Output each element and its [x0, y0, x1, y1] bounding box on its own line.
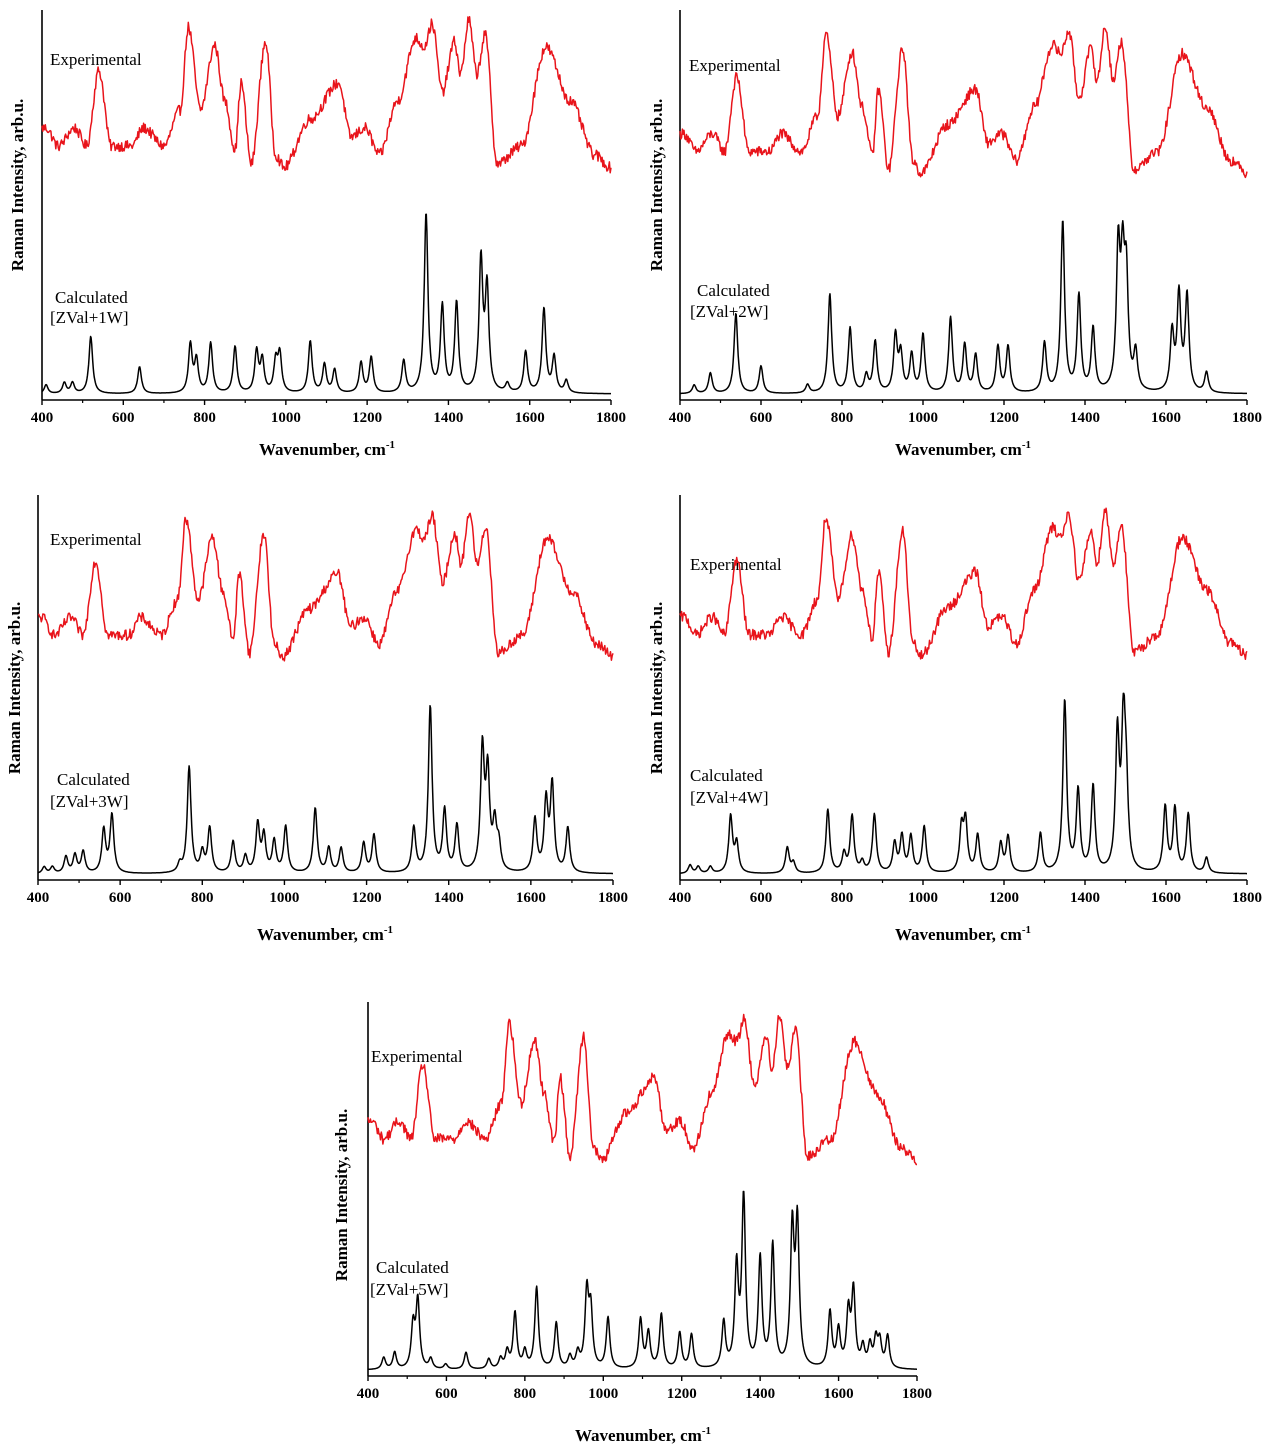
- x-axis-title: Wavenumber, cm-1: [575, 1425, 711, 1445]
- x-tick-label: 1000: [588, 1386, 618, 1402]
- experimental-label: Experimental: [371, 1047, 463, 1066]
- calculated-label-line2: [ZVal+3W]: [50, 792, 129, 811]
- experimental-spectrum-line: [679, 507, 1248, 661]
- calculated-label-line2: [ZVal+5W]: [370, 1280, 449, 1299]
- experimental-label: Experimental: [689, 56, 781, 75]
- x-tick-label: 1200: [667, 1386, 697, 1402]
- experimental-label: Experimental: [50, 530, 142, 549]
- calculated-label: Calculated: [57, 770, 130, 789]
- calculated-spectrum-line: [679, 220, 1248, 395]
- x-tick-label: 1200: [352, 890, 382, 906]
- x-tick-label: 1600: [515, 410, 545, 426]
- x-tick-label: 1400: [745, 1386, 775, 1402]
- y-axis-title: Raman Intensity, arb.u.: [647, 602, 666, 774]
- calculated-label: Calculated: [690, 766, 763, 785]
- x-axis-title: Wavenumber, cm-1: [895, 924, 1031, 944]
- x-tick-label: 800: [831, 890, 854, 906]
- calculated-spectrum-line: [41, 213, 612, 395]
- x-tick-label: 1000: [269, 890, 299, 906]
- x-tick-label: 1600: [824, 1386, 854, 1402]
- x-axis-title-text: Wavenumber, cm: [895, 925, 1022, 944]
- x-tick-label: 1600: [1151, 890, 1181, 906]
- x-tick-label: 1800: [598, 890, 628, 906]
- panel-zval-3w: Experimental Calculated [ZVal+3W] Wavenu…: [5, 495, 628, 944]
- x-tick-label: 1000: [908, 890, 938, 906]
- x-axis-title-sup: -1: [702, 1425, 711, 1437]
- x-tick-label: 1200: [989, 410, 1019, 426]
- panel-zval-1w: Experimental Calculated [ZVal+1W] Wavenu…: [8, 10, 626, 459]
- calculated-label-line2: [ZVal+1W]: [50, 308, 129, 327]
- x-tick-label: 1400: [1070, 890, 1100, 906]
- calculated-label-line2: [ZVal+2W]: [690, 302, 769, 321]
- x-tick-label: 1200: [989, 890, 1019, 906]
- x-tick-label: 1800: [596, 410, 626, 426]
- x-tick-label: 400: [27, 890, 50, 906]
- x-tick-label: 1400: [1070, 410, 1100, 426]
- x-tick-label: 1000: [908, 410, 938, 426]
- panel-zval-4w: Experimental Calculated [ZVal+4W] Wavenu…: [647, 495, 1262, 944]
- y-axis-title: Raman Intensity, arb.u.: [332, 1109, 351, 1281]
- experimental-spectrum-line: [679, 27, 1248, 179]
- x-tick-label: 400: [31, 410, 54, 426]
- x-axis-title-text: Wavenumber, cm: [895, 440, 1022, 459]
- x-tick-label: 800: [831, 410, 854, 426]
- x-axis-title-sup: -1: [384, 924, 393, 936]
- x-tick-label: 1800: [1232, 890, 1262, 906]
- x-tick-label: 1800: [1232, 410, 1262, 426]
- y-axis-title: Raman Intensity, arb.u.: [5, 602, 24, 774]
- x-tick-label: 1800: [902, 1386, 932, 1402]
- x-tick-label: 400: [669, 410, 692, 426]
- calculated-spectrum-line: [679, 692, 1248, 875]
- panel-zval-5w: Experimental Calculated [ZVal+5W] Wavenu…: [332, 1002, 932, 1445]
- calculated-label: Calculated: [697, 281, 770, 300]
- experimental-spectrum-line: [41, 16, 612, 174]
- calculated-label-line2: [ZVal+4W]: [690, 788, 769, 807]
- x-tick-label: 1200: [352, 410, 382, 426]
- x-axis-title-sup: -1: [386, 439, 395, 451]
- x-tick-label: 400: [669, 890, 692, 906]
- x-tick-label: 1400: [433, 410, 463, 426]
- x-tick-label: 1600: [1151, 410, 1181, 426]
- x-axis-title: Wavenumber, cm-1: [259, 439, 395, 459]
- x-tick-label: 600: [750, 410, 773, 426]
- experimental-spectrum-line: [367, 1013, 917, 1166]
- experimental-label: Experimental: [50, 50, 142, 69]
- y-axis-title: Raman Intensity, arb.u.: [647, 99, 666, 271]
- x-axis-title: Wavenumber, cm-1: [257, 924, 393, 944]
- calculated-spectrum-line: [367, 1190, 918, 1371]
- experimental-spectrum-line: [37, 510, 614, 662]
- x-tick-label: 800: [191, 890, 214, 906]
- x-tick-label: 400: [357, 1386, 380, 1402]
- panel-zval-2w: Experimental Calculated [ZVal+2W] Wavenu…: [647, 10, 1262, 459]
- calculated-label: Calculated: [376, 1258, 449, 1277]
- x-axis-title-text: Wavenumber, cm: [575, 1426, 702, 1445]
- x-tick-label: 800: [193, 410, 216, 426]
- x-tick-label: 1600: [516, 890, 546, 906]
- x-tick-label: 600: [112, 410, 135, 426]
- calculated-label: Calculated: [55, 288, 128, 307]
- x-tick-label: 600: [750, 890, 773, 906]
- x-axis-title-text: Wavenumber, cm: [259, 440, 386, 459]
- x-axis-title: Wavenumber, cm-1: [895, 439, 1031, 459]
- y-axis-title: Raman Intensity, arb.u.: [8, 99, 27, 271]
- x-tick-label: 1000: [271, 410, 301, 426]
- calculated-spectrum-line: [37, 704, 614, 875]
- x-axis-title-sup: -1: [1022, 439, 1031, 451]
- x-axis-title-text: Wavenumber, cm: [257, 925, 384, 944]
- x-axis-title-sup: -1: [1022, 924, 1031, 936]
- x-tick-label: 600: [109, 890, 132, 906]
- x-tick-label: 1400: [434, 890, 464, 906]
- x-tick-label: 800: [514, 1386, 537, 1402]
- x-tick-label: 600: [435, 1386, 458, 1402]
